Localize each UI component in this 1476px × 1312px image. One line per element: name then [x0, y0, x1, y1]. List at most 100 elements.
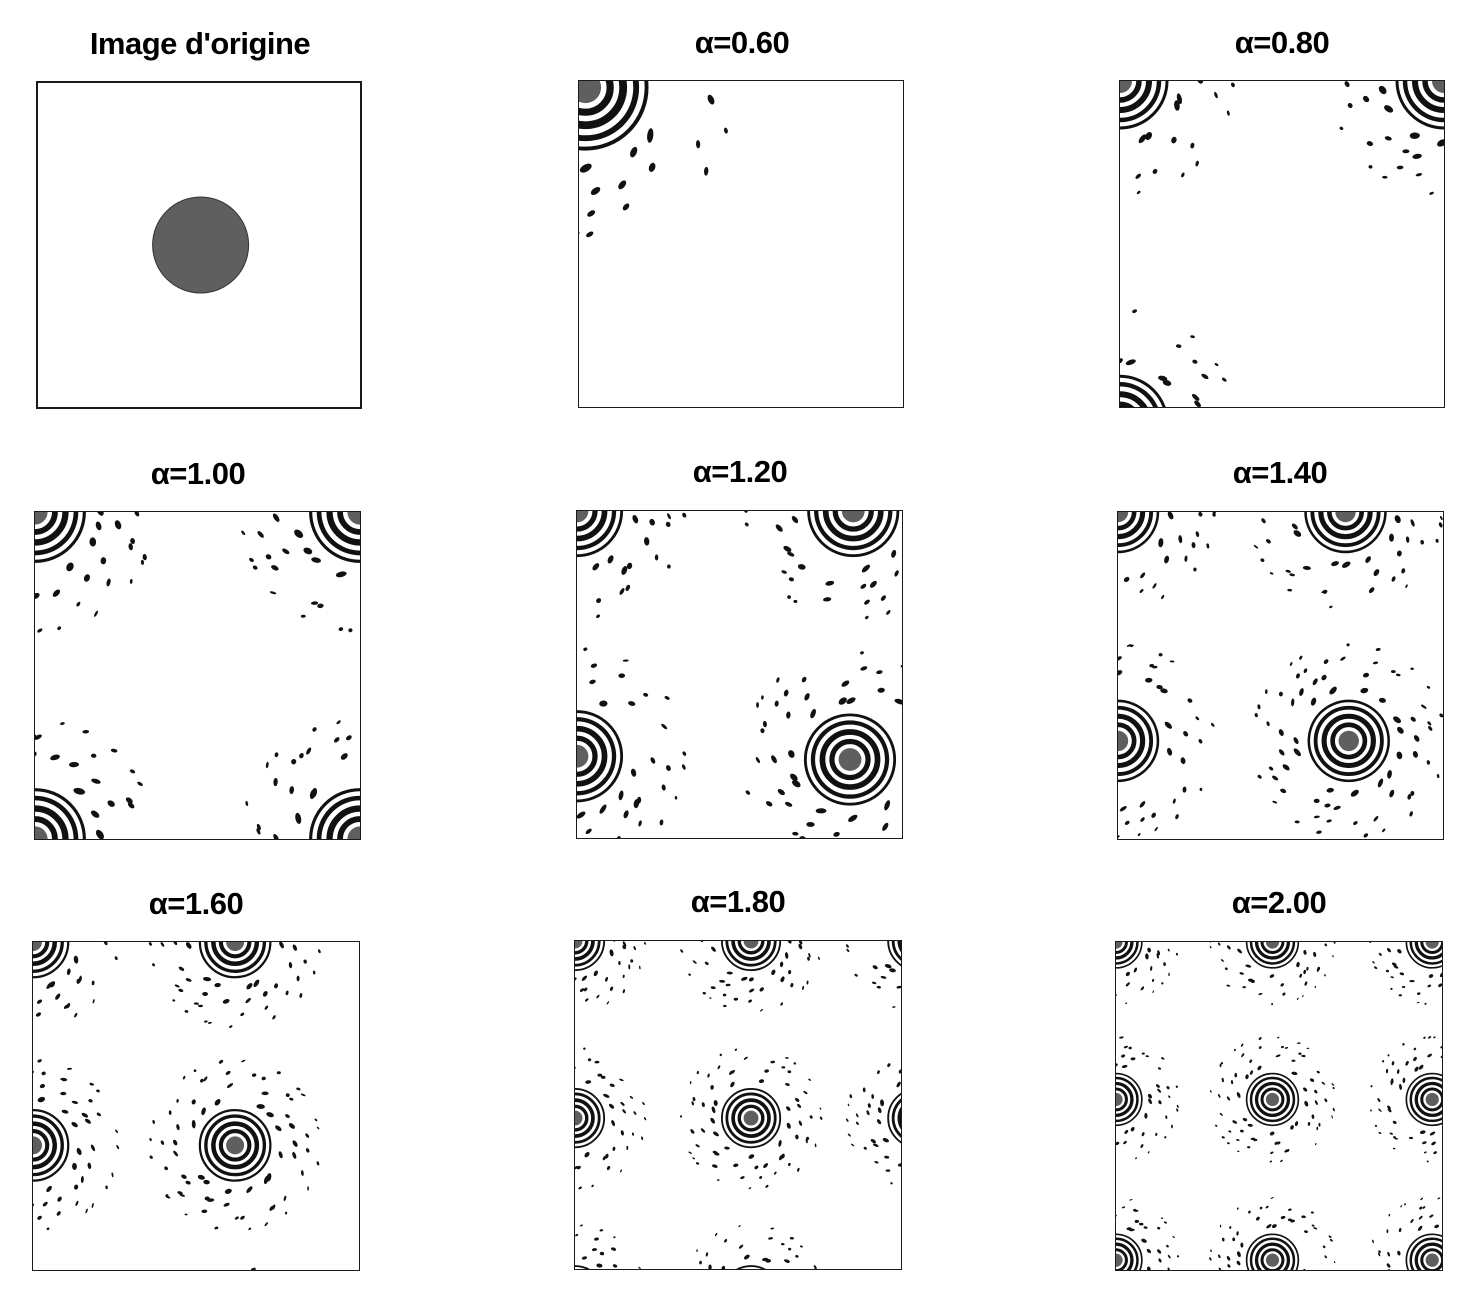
speckle: [1388, 1213, 1391, 1217]
speckle: [1158, 538, 1164, 548]
speckle: [256, 1104, 265, 1109]
speckle: [1240, 1242, 1244, 1248]
speckle: [37, 1059, 42, 1063]
speckle: [725, 983, 731, 987]
speckle: [60, 722, 65, 726]
speckle: [587, 1058, 592, 1062]
spot-gap: [1253, 1240, 1292, 1270]
spot-gap: [1413, 1080, 1442, 1119]
speckle: [596, 1263, 603, 1268]
speckle: [642, 1102, 645, 1105]
spot-gap: [1116, 1240, 1136, 1270]
speckle: [288, 962, 293, 969]
speckle: [272, 1015, 276, 1020]
spot-ring: [33, 1129, 50, 1162]
speckle: [1278, 729, 1284, 736]
speckle: [1420, 1197, 1423, 1201]
pattern-canvas: [575, 941, 901, 1269]
speckle: [1439, 713, 1443, 718]
speckle: [207, 1021, 212, 1024]
speckle: [1329, 686, 1337, 695]
speckle: [1214, 1124, 1218, 1127]
speckle: [1256, 1216, 1260, 1221]
speckle: [1378, 697, 1386, 703]
spot-core: [1265, 1253, 1280, 1267]
speckle: [1397, 726, 1404, 734]
speckle: [289, 786, 295, 795]
speckle: [713, 1100, 718, 1106]
speckle: [1313, 1227, 1318, 1230]
speckle: [1436, 773, 1440, 779]
speckle: [1141, 986, 1145, 990]
speckle: [1175, 952, 1178, 956]
spot-gap: [1418, 1085, 1442, 1113]
speckle: [711, 946, 716, 952]
panel-alpha-0-80: [1119, 80, 1445, 408]
speckle: [1126, 644, 1132, 647]
speckle: [1125, 359, 1136, 366]
speckle: [1236, 1139, 1240, 1141]
speckle: [90, 753, 97, 758]
speckle: [610, 1247, 616, 1251]
speckle: [759, 1176, 763, 1179]
speckle: [710, 1085, 714, 1090]
spot-gap: [1407, 1235, 1442, 1270]
speckle: [578, 1186, 582, 1190]
speckle: [585, 828, 592, 835]
speckle: [1221, 1077, 1224, 1083]
speckle: [1316, 968, 1319, 972]
speckle: [316, 1126, 320, 1130]
speckle: [1375, 647, 1381, 651]
speckle: [1291, 1059, 1296, 1062]
speckle: [1442, 746, 1443, 751]
speckle: [849, 1094, 853, 1099]
speckle: [1265, 1205, 1269, 1209]
spot-core: [838, 748, 862, 771]
speckle: [1120, 358, 1123, 365]
speckle: [1386, 1229, 1389, 1234]
speckle: [89, 537, 97, 547]
speckle: [730, 1081, 735, 1088]
speckle: [1387, 769, 1392, 779]
speckle: [246, 983, 253, 990]
pattern-canvas: [1118, 512, 1443, 839]
speckle: [596, 994, 600, 999]
speckle: [791, 515, 799, 524]
speckle: [1377, 778, 1384, 788]
speckle: [848, 814, 858, 822]
speckle: [73, 787, 86, 795]
spot-ring: [1249, 1237, 1296, 1270]
speckle: [743, 1056, 748, 1060]
speckle: [889, 968, 896, 973]
speckle: [770, 1060, 776, 1064]
speckle: [1350, 789, 1359, 797]
spot-gap: [208, 942, 262, 969]
speckle: [1311, 1224, 1315, 1227]
speckle: [1385, 969, 1389, 973]
spot-gap: [1315, 512, 1376, 542]
speckle: [334, 737, 340, 743]
speckle: [891, 549, 897, 558]
speckle: [1242, 1117, 1248, 1122]
spot-gap: [808, 717, 892, 802]
speckle: [596, 598, 602, 604]
speckle: [1268, 766, 1274, 771]
speckle: [305, 1133, 310, 1138]
speckle: [1199, 787, 1203, 791]
speckle: [1386, 1263, 1391, 1268]
speckle: [1184, 555, 1188, 562]
speckle: [142, 553, 147, 561]
speckle: [1293, 737, 1299, 744]
speckle: [724, 1239, 728, 1243]
speckle: [1440, 515, 1443, 521]
speckle: [1236, 1260, 1241, 1266]
speckle: [95, 521, 102, 531]
speckle: [1389, 1132, 1394, 1135]
speckle: [1391, 962, 1397, 967]
speckle: [1417, 1225, 1423, 1231]
speckle: [1314, 1100, 1318, 1105]
speckle: [771, 755, 777, 764]
speckle: [896, 1081, 901, 1088]
speckle: [606, 1165, 611, 1171]
speckle: [1391, 1078, 1394, 1084]
